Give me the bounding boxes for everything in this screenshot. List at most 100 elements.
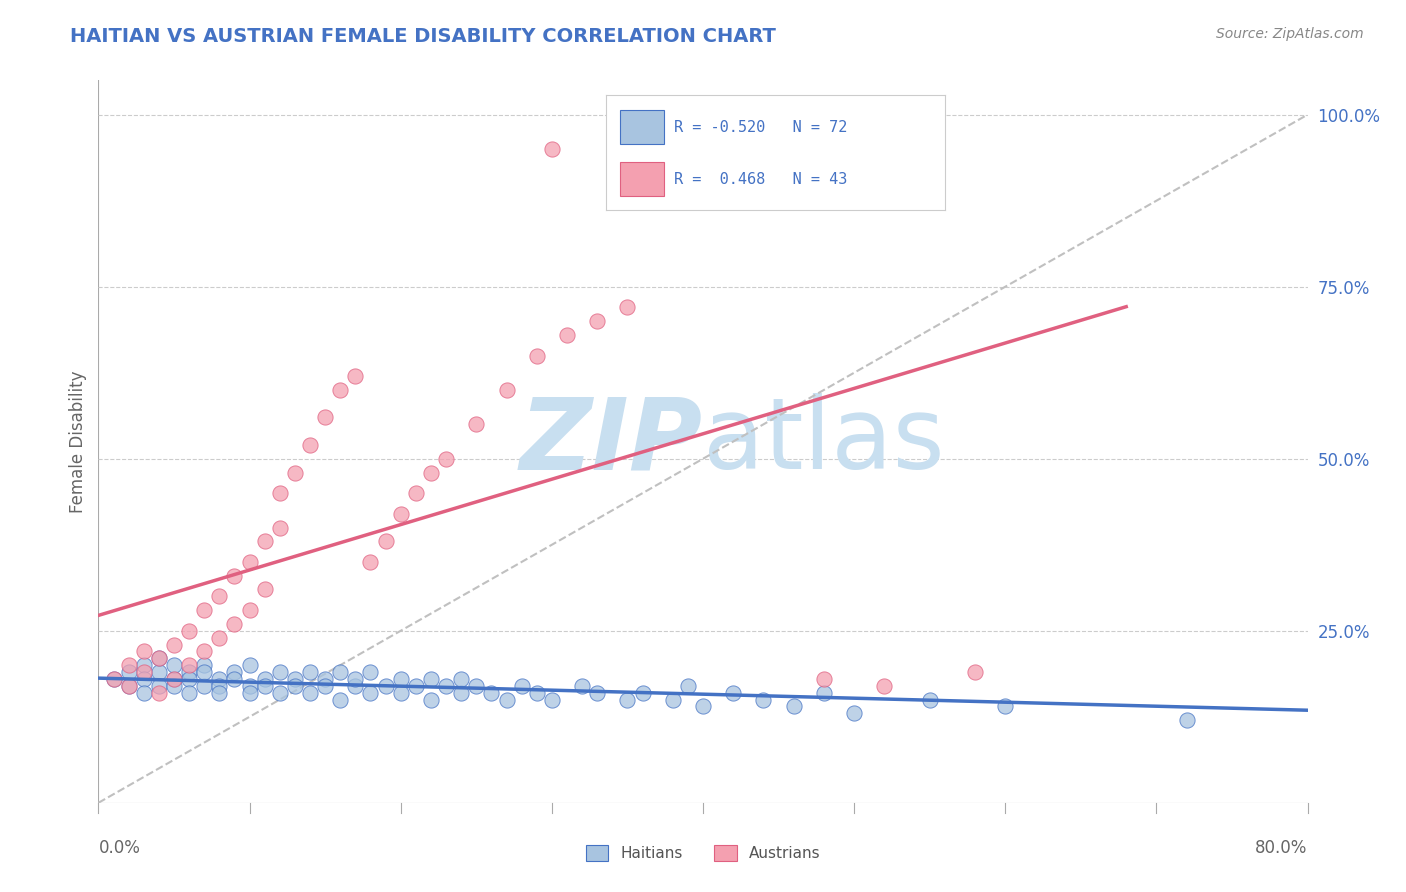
Point (813, 686, 835, 700)
Point (420, 672, 443, 686)
Point (495, 692, 517, 706)
Point (314, 672, 336, 686)
Point (179, 672, 201, 686)
Point (360, 555, 382, 569)
Point (465, 679, 488, 693)
Text: HAITIAN VS AUSTRIAN FEMALE DISABILITY CORRELATION CHART: HAITIAN VS AUSTRIAN FEMALE DISABILITY CO… (70, 27, 776, 45)
Point (616, 692, 638, 706)
Point (420, 466, 443, 480)
Point (555, 327, 578, 342)
Point (224, 672, 246, 686)
Point (193, 658, 215, 673)
Point (374, 679, 396, 693)
Point (994, 699, 1017, 714)
Point (314, 679, 336, 693)
Point (284, 672, 307, 686)
Point (118, 679, 141, 693)
Point (163, 658, 186, 673)
Point (253, 582, 276, 597)
Point (148, 679, 170, 693)
Point (389, 686, 412, 700)
Point (389, 507, 412, 521)
Point (344, 679, 367, 693)
Point (103, 672, 125, 686)
Point (208, 590, 231, 604)
Point (526, 686, 548, 700)
Point (571, 679, 593, 693)
Point (208, 679, 231, 693)
Point (360, 686, 382, 700)
Point (965, 665, 987, 679)
Point (163, 672, 186, 686)
Point (239, 658, 262, 673)
Y-axis label: Female Disability: Female Disability (69, 370, 87, 513)
Point (132, 686, 155, 700)
Point (420, 692, 443, 706)
Point (253, 534, 276, 549)
Point (148, 651, 170, 665)
Point (299, 438, 322, 452)
Point (163, 672, 186, 686)
Point (148, 651, 170, 665)
Point (179, 658, 201, 673)
Point (132, 672, 155, 686)
Point (465, 417, 488, 432)
Point (405, 679, 427, 693)
Point (329, 383, 352, 397)
Point (540, 692, 562, 706)
Point (873, 679, 896, 693)
Point (208, 631, 231, 645)
Point (783, 699, 806, 714)
Point (103, 672, 125, 686)
Point (616, 301, 638, 315)
Point (723, 686, 745, 700)
Legend: Haitians, Austrians: Haitians, Austrians (579, 839, 827, 867)
Point (118, 658, 141, 673)
Point (179, 686, 201, 700)
Point (193, 603, 215, 617)
Point (284, 466, 307, 480)
Point (239, 603, 262, 617)
Point (163, 679, 186, 693)
Point (118, 665, 141, 679)
Text: Source: ZipAtlas.com: Source: ZipAtlas.com (1216, 27, 1364, 41)
Point (132, 644, 155, 658)
Point (208, 672, 231, 686)
Point (224, 616, 246, 631)
Point (495, 383, 517, 397)
Point (118, 679, 141, 693)
Point (481, 686, 503, 700)
Point (844, 706, 866, 721)
Point (269, 686, 291, 700)
Point (344, 369, 367, 384)
Point (148, 665, 170, 679)
Point (284, 679, 307, 693)
Point (450, 672, 472, 686)
Point (193, 665, 215, 679)
Point (132, 658, 155, 673)
Point (389, 672, 412, 686)
Point (239, 679, 262, 693)
Text: atlas: atlas (703, 393, 945, 490)
Point (299, 665, 322, 679)
Text: 0.0%: 0.0% (98, 838, 141, 857)
Point (374, 534, 396, 549)
Point (360, 665, 382, 679)
Point (208, 686, 231, 700)
Point (661, 692, 683, 706)
Point (676, 679, 699, 693)
Point (239, 686, 262, 700)
Point (692, 699, 714, 714)
Point (193, 644, 215, 658)
Point (148, 686, 170, 700)
Point (344, 672, 367, 686)
Point (329, 665, 352, 679)
Point (752, 692, 775, 706)
Point (269, 486, 291, 500)
Point (163, 638, 186, 652)
Point (526, 349, 548, 363)
Text: 80.0%: 80.0% (1256, 838, 1308, 857)
Point (631, 686, 654, 700)
Point (434, 451, 457, 466)
Point (434, 679, 457, 693)
